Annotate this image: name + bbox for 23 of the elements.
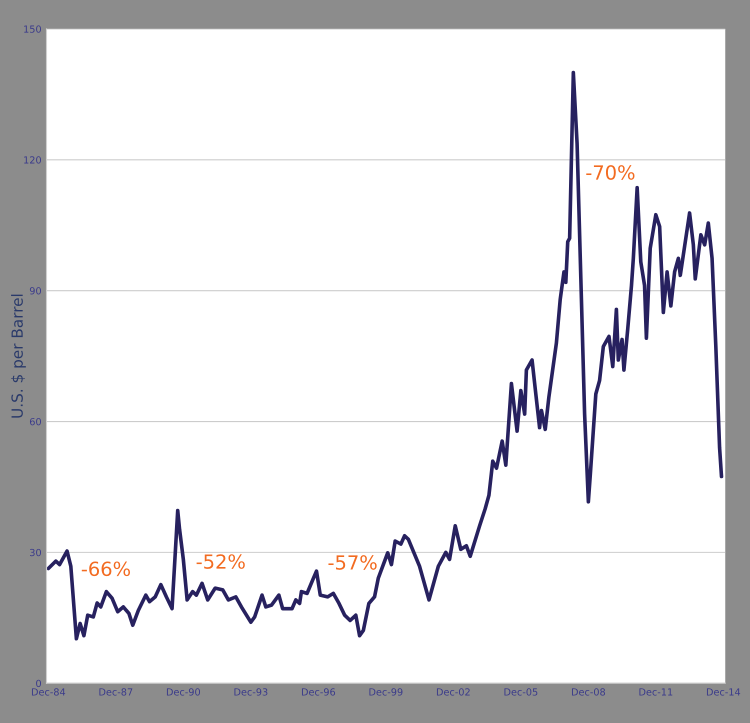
y-tick-label: 30 (30, 548, 41, 556)
y-tick-label: 90 (30, 287, 41, 294)
annotation: -52% (196, 554, 245, 569)
x-tick-label: Dec-08 (572, 688, 606, 696)
y-axis-title: U.S. $ per Barrel (11, 294, 26, 418)
x-tick-label: Dec-11 (639, 688, 672, 696)
x-tick-label: Dec-14 (706, 688, 740, 696)
annotation: -57% (328, 555, 377, 570)
y-tick-label: 150 (24, 25, 41, 33)
annotation: -66% (82, 561, 130, 576)
annotation: -70% (586, 165, 634, 180)
x-tick-label: Dec-87 (99, 688, 132, 696)
x-tick-label: Dec-99 (369, 688, 402, 696)
y-tick-label: 120 (24, 156, 41, 164)
x-tick-label: Dec-96 (302, 688, 336, 696)
x-tick-label: Dec-84 (32, 688, 66, 696)
x-tick-label: Dec-05 (504, 688, 538, 696)
x-tick-label: Dec-90 (166, 688, 200, 696)
y-tick-label: 60 (30, 418, 41, 426)
line-series (46, 70, 724, 641)
x-tick-label: Dec-02 (436, 688, 470, 696)
x-tick-label: Dec-93 (234, 688, 268, 696)
y-tick-label: 0 (36, 680, 41, 688)
